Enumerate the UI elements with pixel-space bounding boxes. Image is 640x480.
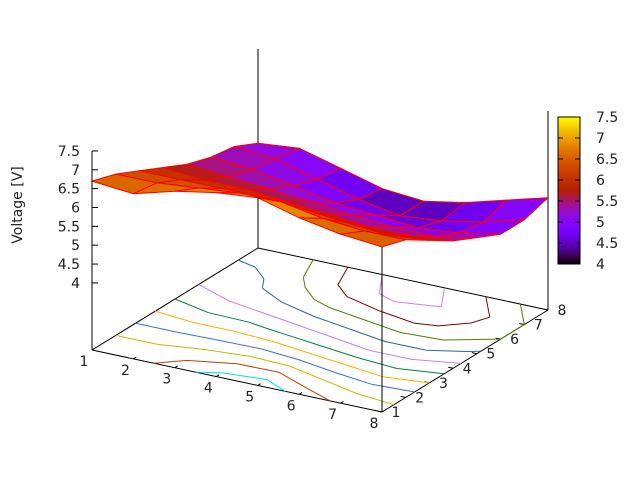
contour-line — [238, 259, 481, 352]
contour-line — [135, 322, 415, 393]
base-plane — [91, 247, 549, 413]
x-tick-mark — [216, 374, 220, 377]
colorbox-tick-label: 5 — [596, 215, 605, 231]
colorbox-tick-label: 6.5 — [596, 152, 618, 168]
x-tick-mark — [340, 400, 344, 404]
y-tick-label: 4 — [463, 361, 472, 377]
z-tick-label: 5 — [71, 238, 80, 254]
back-edge — [257, 247, 549, 311]
y-tick-mark — [471, 352, 477, 355]
front-edge — [91, 349, 383, 413]
colorbox-tick-label: 6 — [596, 173, 605, 189]
y-tick-label: 7 — [534, 318, 543, 334]
contour-line — [154, 359, 331, 402]
colorbox: 4 4.5 5 5.5 6 6.5 7 7.5 — [557, 110, 618, 273]
contour-line — [378, 274, 445, 308]
contour-line — [174, 298, 445, 375]
contour-lines — [115, 259, 525, 406]
colorbox-tick-label: 5.5 — [596, 194, 618, 210]
y-tick-label: 6 — [510, 332, 519, 348]
colorbox-tick-label: 7 — [596, 131, 605, 147]
contour-line — [195, 371, 286, 392]
y-tick-label: 8 — [558, 303, 567, 319]
x-tick-mark — [174, 365, 178, 369]
x-tick-label: 8 — [370, 416, 379, 432]
y-tick-mark — [519, 323, 525, 326]
z-tick-label: 7.5 — [58, 144, 80, 160]
x-tick-label: 6 — [287, 398, 296, 414]
x-tick-mark — [133, 356, 137, 360]
x-tick-label: 5 — [245, 389, 254, 405]
contour-line — [115, 334, 395, 406]
x-tick-mark — [257, 383, 261, 386]
z-tick-label: 6.5 — [58, 182, 80, 198]
y-tick-label: 2 — [415, 390, 424, 406]
y-tick-label: 1 — [392, 405, 401, 421]
z-tick-label: 4.5 — [58, 257, 80, 273]
z-tick-label: 5.5 — [58, 219, 80, 235]
x-tick-label: 1 — [80, 354, 89, 370]
z-tick-label: 4 — [71, 276, 80, 292]
z-axis: 4 4.5 5 5.5 6 6.5 7 7.5 — [58, 144, 98, 350]
contour-line — [337, 266, 491, 327]
contour-line — [198, 283, 462, 364]
x-tick-mark — [298, 392, 303, 395]
contour-line — [302, 259, 525, 341]
contour-line — [155, 310, 430, 384]
colorbox-tick-label: 4 — [596, 257, 605, 273]
colorbox-tick-label: 4.5 — [596, 236, 618, 252]
z-axis-label: Voltage [V] — [10, 166, 26, 243]
x-tick-label: 7 — [328, 407, 337, 423]
x-tick-label: 3 — [162, 372, 171, 388]
x-tick-label: 2 — [121, 363, 130, 379]
y-tick-mark — [542, 308, 549, 311]
surface-cell — [340, 230, 406, 248]
z-tick-label: 7 — [71, 163, 80, 179]
y-tick-mark — [448, 366, 454, 369]
colorbox-gradient — [557, 116, 581, 265]
x-tick-label: 4 — [204, 381, 213, 397]
y-tick-label: 3 — [439, 376, 448, 392]
colorbox-tick-label: 7.5 — [596, 110, 618, 126]
surface-mesh — [90, 142, 550, 248]
y-tick-mark — [400, 395, 406, 398]
z-tick-label: 6 — [71, 200, 80, 216]
y-tick-label: 5 — [486, 347, 495, 363]
y-tick-mark — [376, 410, 383, 413]
